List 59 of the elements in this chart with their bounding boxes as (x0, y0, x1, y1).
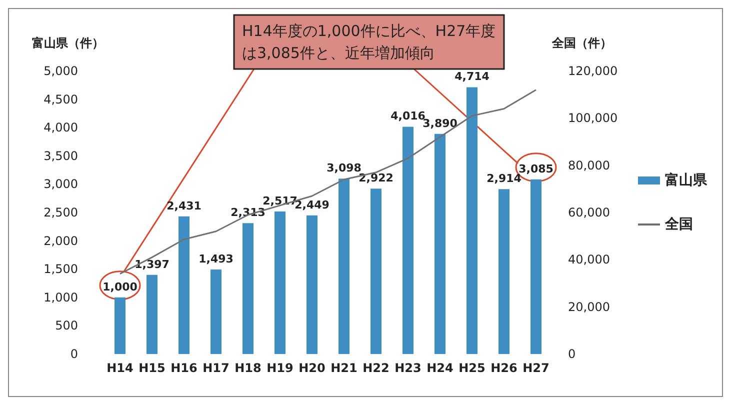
bar (242, 223, 254, 354)
x-tick-label: H14 (106, 361, 134, 375)
y-axis-title: 富山県（件） (32, 36, 104, 50)
y-tick-label: 4,500 (44, 92, 78, 106)
y-tick-label: 4,000 (44, 120, 78, 135)
y-tick-label: 2,000 (44, 234, 78, 248)
data-label: 1,000 (102, 280, 138, 294)
x-tick-label: H18 (234, 361, 262, 375)
bar (530, 179, 542, 354)
y2-tick-label: 40,000 (568, 252, 610, 267)
y2-tick-label: 100,000 (568, 111, 618, 126)
data-label: 1,397 (134, 258, 170, 271)
x-tick-label: H23 (394, 361, 422, 375)
y2-axis-title: 全国（件） (551, 36, 612, 50)
data-label: 3,098 (326, 162, 362, 175)
bar (466, 87, 478, 354)
bar (306, 215, 318, 354)
data-label: 1,493 (198, 252, 234, 266)
y2-tick-label: 80,000 (568, 158, 610, 172)
x-tick-label: H24 (426, 361, 454, 375)
y-tick-label: 1,000 (44, 290, 78, 304)
y-tick-label: 2,500 (44, 206, 78, 220)
text: H14年度の1,000件に比べ、H27年度は3,085件と、近年増加傾向 (242, 22, 496, 62)
y2-tick-label: 0 (568, 347, 576, 361)
y-tick-label: 3,000 (44, 177, 78, 192)
bar (370, 188, 382, 354)
y-tick-label: 0 (70, 347, 78, 361)
legend-label: 全国 (664, 216, 693, 232)
x-tick-label: H19 (266, 361, 294, 375)
x-tick-label: H21 (330, 361, 358, 375)
y-tick-label: 1,500 (44, 262, 78, 276)
legend-label: 富山県 (665, 172, 708, 188)
bar (178, 216, 190, 354)
bar (114, 297, 126, 354)
x-tick-label: H16 (170, 361, 198, 375)
bar (146, 274, 158, 354)
x-tick-label: H27 (522, 361, 550, 375)
y2-tick-label: 60,000 (568, 206, 610, 220)
x-tick-label: H22 (362, 361, 390, 375)
y-tick-label: 5,000 (44, 64, 78, 78)
bar (274, 212, 286, 354)
x-tick-label: H20 (298, 361, 326, 375)
data-label: 4,016 (390, 110, 426, 123)
bar (338, 178, 350, 354)
data-label: 4,714 (454, 70, 490, 84)
bar (434, 134, 446, 354)
bar (498, 189, 510, 354)
bar (402, 126, 414, 354)
data-label: 2,922 (358, 172, 394, 185)
data-label: 2,431 (166, 199, 202, 212)
y2-tick-label: 20,000 (568, 300, 610, 314)
x-tick-label: H26 (490, 361, 518, 375)
x-tick-label: H15 (138, 361, 166, 375)
y-tick-label: 500 (55, 318, 78, 333)
y2-tick-label: 120,000 (568, 64, 618, 78)
bar (210, 269, 222, 354)
x-tick-label: H17 (202, 361, 230, 375)
x-tick-label: H25 (458, 361, 486, 375)
y-tick-label: 3,500 (44, 148, 78, 163)
